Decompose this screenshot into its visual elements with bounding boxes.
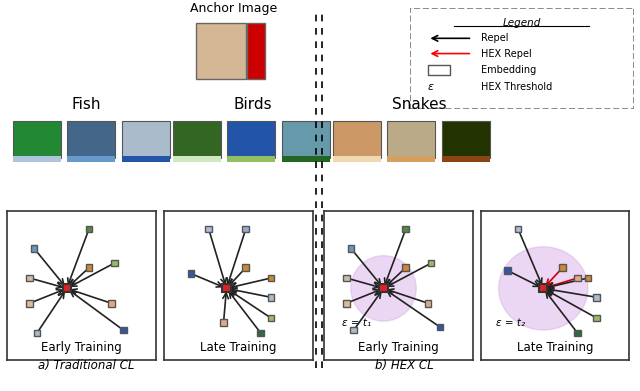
Bar <box>120 326 127 334</box>
Bar <box>333 121 381 158</box>
Bar <box>428 260 435 267</box>
Bar <box>268 315 275 321</box>
Bar <box>593 315 600 321</box>
Text: Early Training: Early Training <box>41 341 122 354</box>
Bar <box>86 226 92 232</box>
Bar <box>26 274 33 282</box>
Bar <box>205 226 212 232</box>
Bar <box>173 156 221 162</box>
Bar <box>31 245 37 252</box>
Bar <box>425 300 431 307</box>
Bar <box>243 226 249 232</box>
Bar <box>387 121 435 158</box>
Ellipse shape <box>499 247 588 330</box>
Text: Early Training: Early Training <box>358 341 439 354</box>
Text: a) Traditional CL: a) Traditional CL <box>38 359 134 373</box>
Bar <box>173 121 221 158</box>
Text: HEX Threshold: HEX Threshold <box>481 82 552 92</box>
Text: Birds: Birds <box>234 97 272 113</box>
Bar <box>122 156 170 162</box>
Bar <box>257 330 264 336</box>
Bar <box>282 156 330 162</box>
Bar <box>574 274 581 282</box>
Bar <box>436 324 444 330</box>
Bar <box>442 121 490 158</box>
Bar <box>227 121 275 158</box>
Bar <box>67 121 115 158</box>
Text: b) HEX CL: b) HEX CL <box>375 359 434 373</box>
Bar <box>268 274 275 282</box>
Bar <box>122 121 170 158</box>
Bar <box>442 156 490 162</box>
Bar <box>63 284 71 292</box>
Bar <box>108 300 115 307</box>
Bar <box>247 23 265 79</box>
Bar <box>333 156 381 162</box>
Bar <box>593 294 600 301</box>
Bar <box>540 284 547 292</box>
Text: Fish: Fish <box>72 97 101 113</box>
Bar <box>223 284 230 292</box>
Bar <box>515 226 522 232</box>
Bar <box>351 326 357 334</box>
Text: Anchor Image: Anchor Image <box>190 2 277 15</box>
Text: ε = t₂: ε = t₂ <box>496 318 525 328</box>
Text: HEX Repel: HEX Repel <box>481 48 532 59</box>
Bar <box>343 300 349 307</box>
Bar <box>282 121 330 158</box>
Bar <box>196 23 246 79</box>
Bar <box>559 264 566 271</box>
Bar <box>348 245 354 252</box>
Bar <box>428 65 450 75</box>
Bar <box>67 156 115 162</box>
Bar <box>26 300 33 307</box>
Bar <box>34 330 40 336</box>
Text: Repel: Repel <box>481 33 509 43</box>
Bar <box>268 294 275 301</box>
Bar <box>111 260 118 267</box>
Text: Late Training: Late Training <box>200 341 276 354</box>
Bar <box>403 264 409 271</box>
Bar <box>13 121 61 158</box>
Bar <box>584 274 591 282</box>
Text: Late Training: Late Training <box>517 341 593 354</box>
Ellipse shape <box>351 256 416 321</box>
Bar <box>343 274 349 282</box>
Bar <box>220 319 227 326</box>
Text: ε: ε <box>428 82 433 92</box>
Text: ε = t₁: ε = t₁ <box>342 318 371 328</box>
Bar <box>13 156 61 162</box>
Bar <box>504 267 511 274</box>
Bar <box>188 270 194 277</box>
Text: Embedding: Embedding <box>481 65 536 75</box>
Bar <box>574 330 581 336</box>
Bar <box>387 156 435 162</box>
Bar <box>86 264 92 271</box>
Bar <box>403 226 409 232</box>
Text: Snakes: Snakes <box>392 97 447 113</box>
Bar <box>243 264 249 271</box>
Bar <box>227 156 275 162</box>
Text: Legend: Legend <box>502 18 541 28</box>
Bar <box>380 284 388 292</box>
